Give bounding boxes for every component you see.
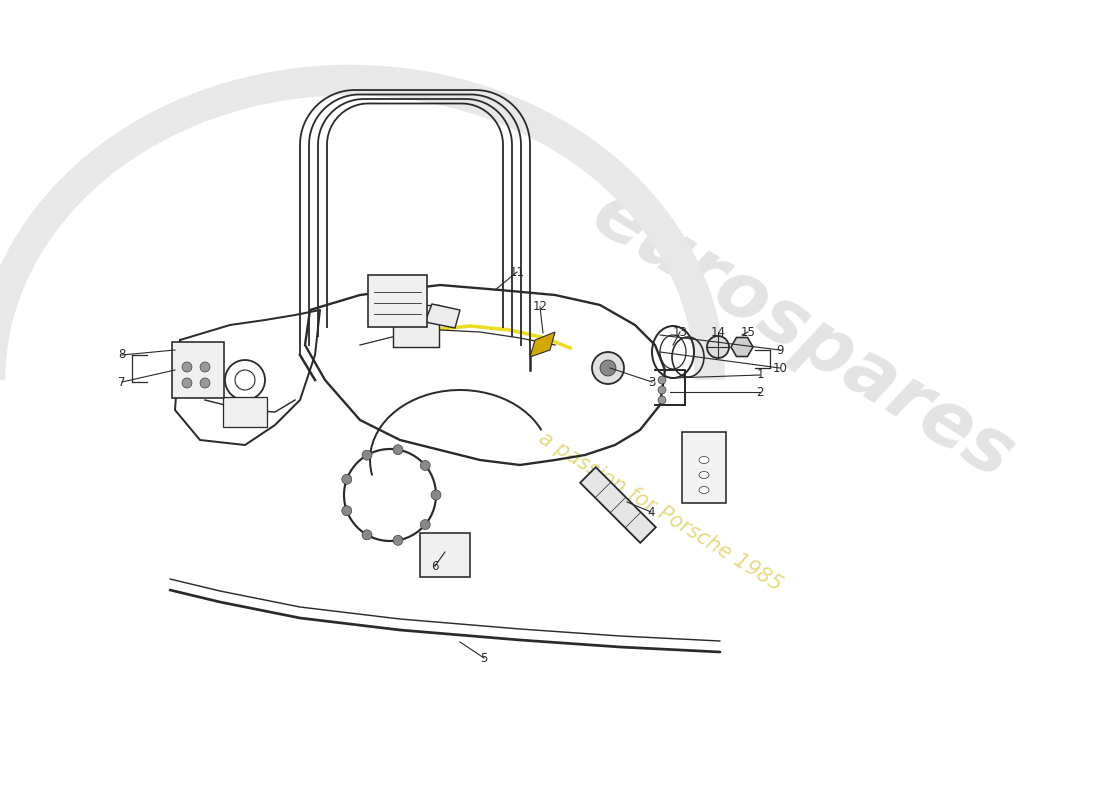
Text: 4: 4 xyxy=(647,506,654,518)
Circle shape xyxy=(658,396,666,404)
Polygon shape xyxy=(425,304,460,328)
FancyBboxPatch shape xyxy=(172,342,224,398)
Ellipse shape xyxy=(698,457,710,463)
Text: 7: 7 xyxy=(119,375,125,389)
Text: 12: 12 xyxy=(532,301,548,314)
Circle shape xyxy=(658,386,666,394)
Circle shape xyxy=(362,530,372,540)
Text: 3: 3 xyxy=(648,375,656,389)
Polygon shape xyxy=(580,467,656,543)
Circle shape xyxy=(200,362,210,372)
Text: 15: 15 xyxy=(740,326,756,338)
Circle shape xyxy=(342,474,352,484)
Circle shape xyxy=(393,445,403,454)
Text: 10: 10 xyxy=(772,362,788,374)
Polygon shape xyxy=(530,332,556,357)
Text: 14: 14 xyxy=(711,326,726,338)
Text: 11: 11 xyxy=(509,266,525,278)
Circle shape xyxy=(393,535,403,546)
Circle shape xyxy=(182,378,192,388)
Text: 1: 1 xyxy=(757,369,763,382)
Circle shape xyxy=(362,450,372,460)
Circle shape xyxy=(600,360,616,376)
Ellipse shape xyxy=(698,471,710,478)
Ellipse shape xyxy=(698,486,710,494)
Text: 8: 8 xyxy=(119,349,125,362)
Circle shape xyxy=(420,519,430,530)
FancyBboxPatch shape xyxy=(420,533,470,577)
Text: a passion for Porsche 1985: a passion for Porsche 1985 xyxy=(535,429,785,595)
FancyBboxPatch shape xyxy=(223,397,267,427)
Circle shape xyxy=(658,376,666,384)
Circle shape xyxy=(431,490,441,500)
Circle shape xyxy=(342,506,352,516)
Text: 2: 2 xyxy=(757,386,763,398)
Circle shape xyxy=(182,362,192,372)
Text: 5: 5 xyxy=(481,651,487,665)
Circle shape xyxy=(420,461,430,470)
Circle shape xyxy=(200,378,210,388)
Text: 6: 6 xyxy=(431,559,439,573)
Circle shape xyxy=(592,352,624,384)
Text: eurospares: eurospares xyxy=(579,177,1027,495)
FancyBboxPatch shape xyxy=(393,305,439,347)
FancyBboxPatch shape xyxy=(682,432,726,503)
Text: 9: 9 xyxy=(777,343,783,357)
Text: 13: 13 xyxy=(672,326,688,338)
Circle shape xyxy=(707,336,729,358)
FancyBboxPatch shape xyxy=(368,275,427,327)
